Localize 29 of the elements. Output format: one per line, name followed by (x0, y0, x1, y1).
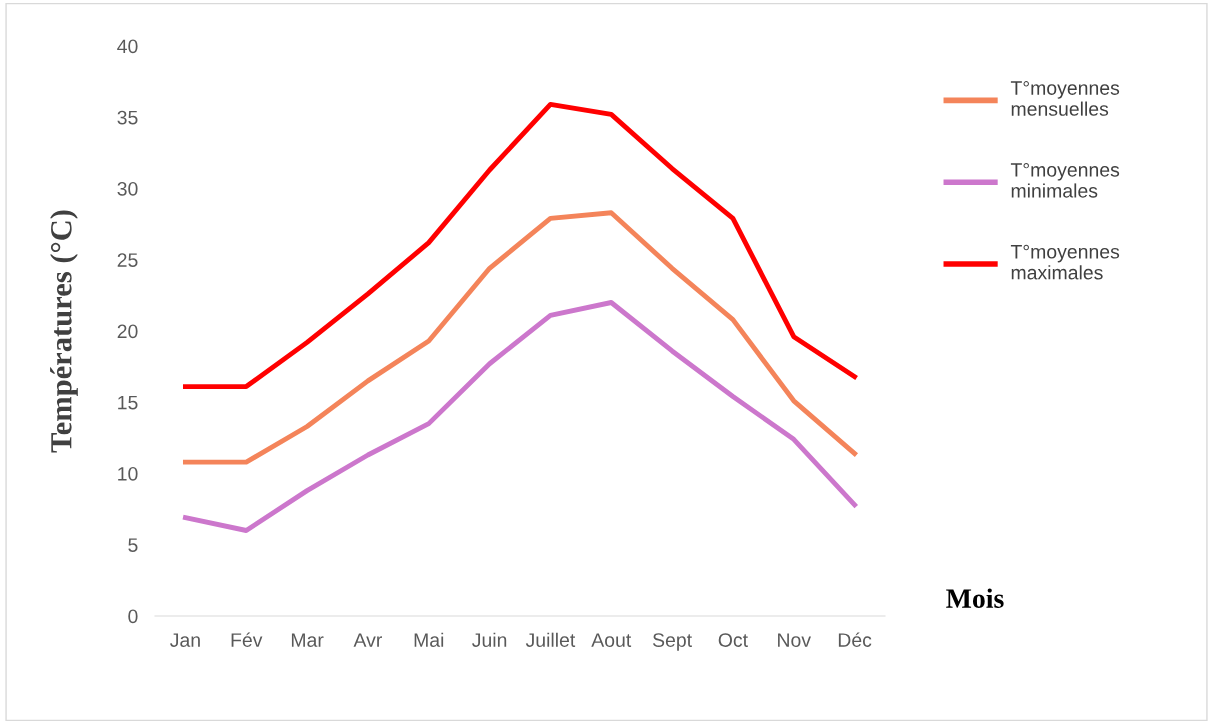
legend-label: T°moyennes minimales (1010, 162, 1120, 198)
x-tick-label: Nov (778, 633, 811, 647)
x-tick-label: Juin (472, 632, 507, 647)
y-tick-label: 10 (118, 466, 138, 481)
legend-label: T°moyennes mensuelles (1010, 81, 1120, 116)
line-series (182, 101, 858, 389)
x-tick-label: Avr (353, 633, 383, 647)
y-tick-label: 35 (117, 110, 138, 125)
x-tick-label: Déc (838, 632, 872, 647)
x-tick-label: Juillet (525, 632, 576, 647)
y-tick-label: 0 (128, 609, 138, 624)
x-tick-label: Aout (591, 633, 632, 647)
line-series (182, 300, 858, 533)
x-tick-label: Fév (231, 632, 263, 647)
x-tick-label: Jan (170, 633, 200, 647)
x-tick-label: Mar (291, 633, 324, 647)
x-tick-label: Sept (652, 633, 692, 651)
line-series (182, 210, 858, 465)
y-tick-label: 40 (117, 39, 138, 54)
legend-label: T°moyennes maximales (1010, 244, 1120, 280)
x-axis-title: Mois (946, 588, 1004, 608)
y-tick-label: 25 (117, 253, 138, 267)
y-tick-label: 5 (128, 538, 138, 552)
y-tick-label: 30 (117, 181, 138, 196)
y-axis-title: Températures (°C) (50, 210, 78, 453)
y-tick-label: 20 (117, 324, 138, 339)
x-tick-label: Mai (414, 632, 444, 647)
y-tick-label: 15 (118, 395, 138, 410)
x-tick-label: Oct (718, 633, 748, 647)
